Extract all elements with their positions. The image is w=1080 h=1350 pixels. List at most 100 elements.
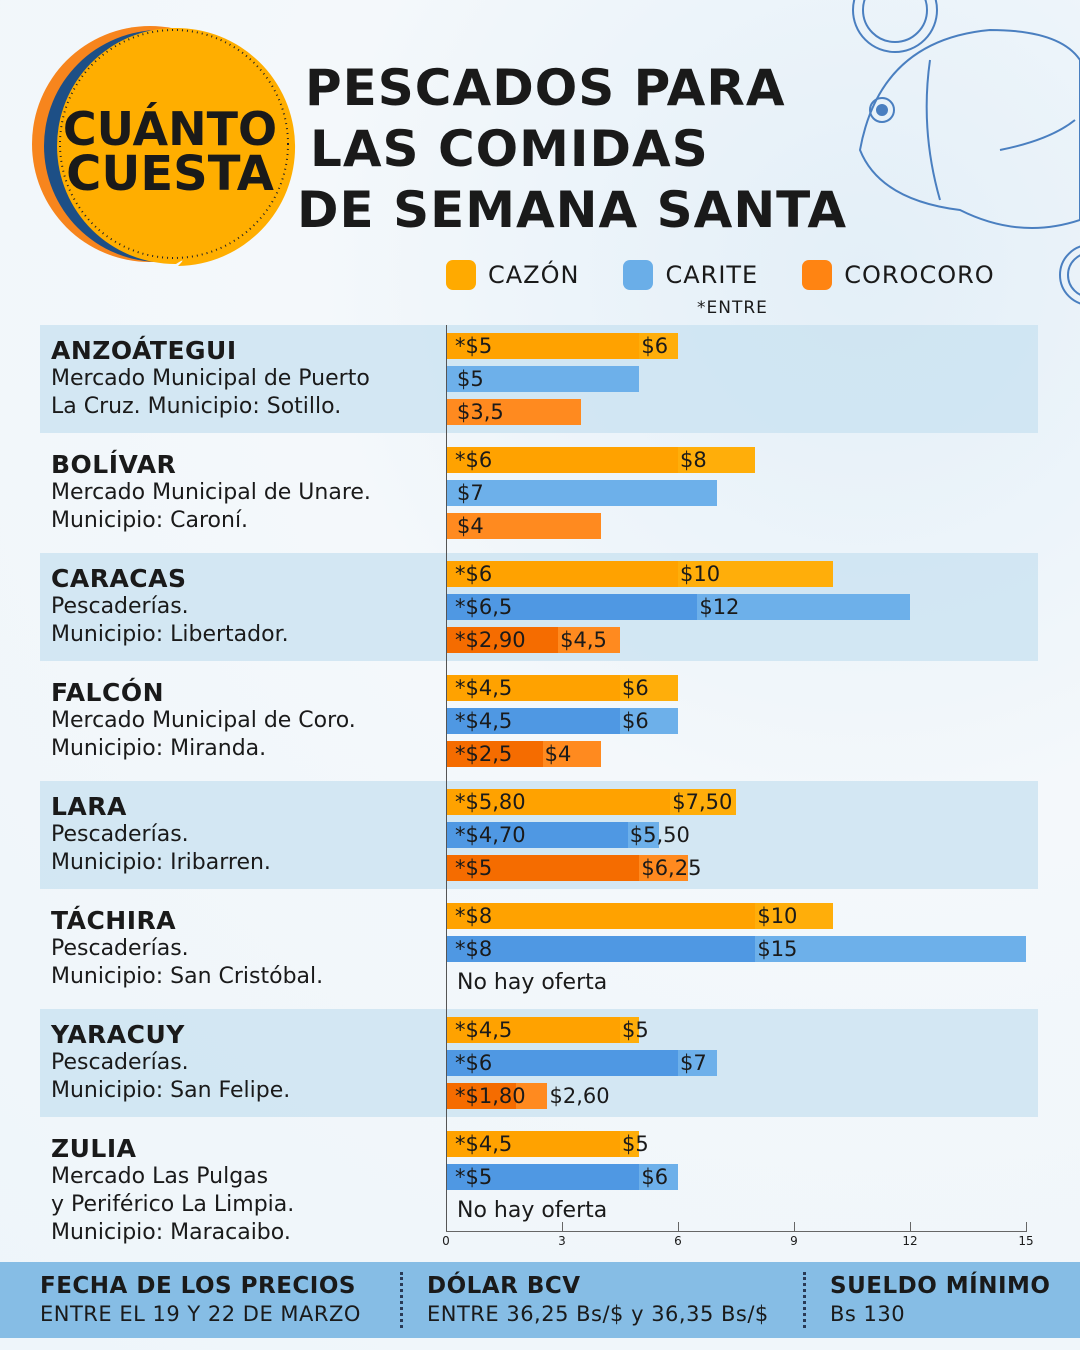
divider [803, 1272, 806, 1328]
bar-label-min: *$4,5 [455, 676, 513, 700]
market-description: Municipio: Iribarren. [51, 850, 271, 875]
bar-label-min: *$8 [455, 904, 493, 928]
x-tick-label: 0 [442, 1234, 450, 1248]
legend-item-corocoro: COROCORO [802, 260, 994, 290]
market-description: Pescaderías. [51, 1050, 189, 1075]
bar-label-max: $10 [757, 904, 798, 928]
no-offer-label: No hay oferta [457, 1198, 608, 1223]
bar-corocoro-min [446, 855, 640, 881]
bar-cazon-min [446, 903, 756, 929]
footer-dollar: DÓLAR BCV ENTRE 36,25 Bs/$ y 36,35 Bs/$ [403, 1262, 803, 1338]
bar-label-min: *$5,80 [455, 790, 526, 814]
state-label: BOLÍVAR Mercado Municipal de Unare. Munici… [51, 451, 371, 535]
legend-swatch [446, 260, 476, 290]
bar-label-max: $7,50 [672, 790, 733, 814]
bar-label-max: $4 [544, 742, 572, 766]
state-label: LARA Pescaderías. Municipio: Iribarren. [51, 793, 271, 877]
bar-carite-min [446, 1050, 678, 1076]
state-name: LARA [51, 792, 127, 821]
bar-label-max: $6 [641, 334, 669, 358]
bar-label-max: $2,60 [549, 1084, 610, 1108]
y-axis-line [446, 325, 447, 1231]
x-tick [1026, 1222, 1027, 1231]
bar-label-min: *$5 [455, 334, 493, 358]
x-tick [910, 1222, 911, 1231]
bar-cazon-min [446, 447, 678, 473]
bar-label-min: *$4,5 [455, 1018, 513, 1042]
bar-label-min: *$6 [455, 562, 493, 586]
bar-cazon-min [446, 1131, 620, 1157]
bar-carite-max [446, 480, 717, 506]
footer-heading: SUELDO MÍNIMO [830, 1273, 1051, 1299]
title-line: DE SEMANA SANTA [297, 181, 848, 239]
bar-carite-min [446, 822, 628, 848]
bar-carite-min [446, 936, 756, 962]
x-tick [562, 1222, 563, 1231]
bar-carite-min [446, 1164, 640, 1190]
bar-label-min: *$4,5 [455, 1132, 513, 1156]
bar-label-max: $8 [680, 448, 707, 472]
bar-label-min: *$4,70 [455, 823, 526, 847]
bar-label-max: $5 [622, 1018, 649, 1042]
x-tick-label: 3 [558, 1234, 566, 1248]
state-name: TÁCHIRA [51, 906, 177, 935]
bar-label-min: *$6 [455, 1051, 493, 1075]
bar-corocoro-max [446, 399, 582, 425]
x-tick-label: 15 [1018, 1234, 1034, 1248]
footer-value: ENTRE 36,25 Bs/$ y 36,35 Bs/$ [427, 1302, 769, 1326]
state-name: YARACUY [51, 1020, 185, 1049]
legend-label: CARITE [665, 261, 759, 289]
market-description: Municipio: San Felipe. [51, 1078, 291, 1103]
bar-label-max: $7 [680, 1051, 707, 1075]
market-description: Municipio: San Cristóbal. [51, 964, 324, 989]
bar-label-min: *$5 [455, 1165, 493, 1189]
bar-cazon-min [446, 561, 678, 587]
state-name: FALCÓN [51, 678, 165, 707]
bar-label-min: *$5 [455, 856, 493, 880]
bar-label-min: *$6,5 [455, 595, 513, 619]
bar-label-min: $5 [457, 367, 484, 391]
legend-item-cazon: CAZÓN [446, 260, 579, 290]
divider [400, 1272, 403, 1328]
bar-label-min: $4 [457, 514, 484, 538]
chart-legend: CAZÓN CARITE COROCORO [446, 260, 995, 290]
x-tick-label: 6 [674, 1234, 682, 1248]
market-description: Municipio: Miranda. [51, 736, 267, 761]
footer-value: Bs 130 [830, 1302, 906, 1326]
footer-wage: SUELDO MÍNIMO Bs 130 [806, 1262, 1050, 1338]
x-tick [794, 1222, 795, 1231]
state-name: ZULIA [51, 1134, 137, 1163]
bar-label-min: $7 [457, 481, 484, 505]
market-description: Pescaderías. [51, 936, 189, 961]
bar-label-max: $6,25 [641, 856, 702, 880]
state-name: ANZOÁTEGUI [51, 336, 237, 365]
bar-corocoro-min [446, 741, 543, 767]
legend-swatch [623, 260, 654, 290]
legend-note: *ENTRE [697, 298, 768, 318]
bar-cazon-min [446, 789, 671, 815]
bar-label-min: *$4,5 [455, 709, 513, 733]
bar-corocoro-min [446, 1083, 516, 1109]
bar-carite-max [446, 366, 640, 392]
market-description: Municipio: Caroní. [51, 508, 249, 533]
bar-label-max: $6 [641, 1165, 669, 1189]
state-label: FALCÓN Mercado Municipal de Coro. Municipi… [51, 679, 356, 763]
market-description: Mercado Municipal de Unare. [51, 480, 371, 505]
state-label: CARACAS Pescaderías. Municipio: Libertador… [51, 565, 289, 649]
bar-corocoro-min [446, 627, 559, 653]
state-label: YARACUY Pescaderías. Municipio: San Felipe… [51, 1021, 290, 1105]
footer-bar: FECHA DE LOS PRECIOS ENTRE EL 19 Y 22 DE … [0, 1262, 1080, 1338]
market-description: Mercado Las Pulgas [51, 1164, 269, 1189]
legend-swatch [802, 260, 833, 290]
bar-label-max: $5,50 [629, 823, 690, 847]
no-offer-label: No hay oferta [457, 970, 608, 995]
bar-label-max: $6 [622, 709, 649, 733]
title-line: PESCADOS PARA [305, 59, 786, 117]
bar-label-max: $6 [622, 676, 649, 700]
footer-heading: DÓLAR BCV [427, 1273, 581, 1299]
bar-label-max: $10 [680, 562, 721, 586]
footer-value: ENTRE EL 19 Y 22 DE MARZO [40, 1302, 361, 1326]
bar-label-min: *$2,5 [455, 742, 513, 766]
page-title: PESCADOS PARA LAS COMIDAS DE SEMANA SANT… [297, 58, 847, 241]
bar-corocoro-max [446, 513, 601, 539]
